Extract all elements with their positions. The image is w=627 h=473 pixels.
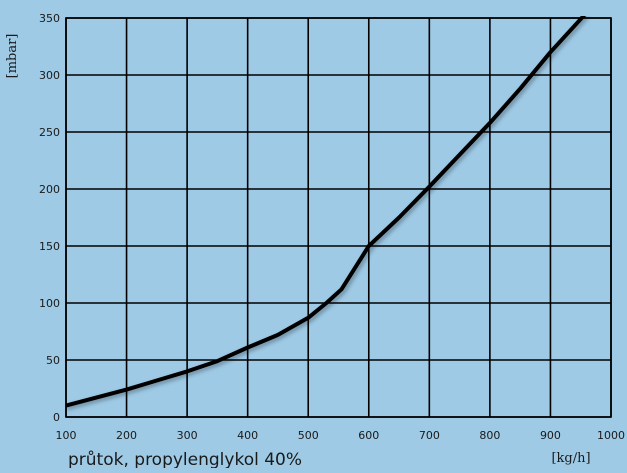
x-tick-label: 900 xyxy=(540,429,561,442)
y-tick-label: 300 xyxy=(39,69,60,82)
x-tick-label: 300 xyxy=(177,429,198,442)
x-tick-label: 600 xyxy=(358,429,379,442)
plot-frame xyxy=(65,17,612,418)
grid xyxy=(65,17,612,418)
x-tick-label: 1000 xyxy=(597,429,625,442)
x-tick-label: 800 xyxy=(479,429,500,442)
x-tick-label: 200 xyxy=(116,429,137,442)
x-tick-label: 400 xyxy=(237,429,258,442)
x-tick-label: 700 xyxy=(419,429,440,442)
x-axis-unit-label: [kg/h] xyxy=(551,451,590,466)
pressure-drop-curve xyxy=(66,16,586,408)
y-tick-label: 100 xyxy=(39,297,60,310)
y-tick-label: 250 xyxy=(39,126,60,139)
chart-caption: průtok, propylenglykol 40% xyxy=(68,450,302,468)
x-tick-label: 100 xyxy=(56,429,77,442)
y-axis-unit-label: [mbar] xyxy=(5,34,20,79)
tick-labels: 100 200 300 400 500 600 700 800 900 1000 0 50 100 150… xyxy=(39,12,625,442)
y-tick-label: 50 xyxy=(46,354,60,367)
y-tick-label: 350 xyxy=(39,12,60,25)
y-tick-label: 200 xyxy=(39,183,60,196)
series-layer xyxy=(66,16,586,408)
y-tick-label: 0 xyxy=(53,411,60,424)
y-tick-label: 150 xyxy=(39,240,60,253)
x-tick-label: 500 xyxy=(298,429,319,442)
